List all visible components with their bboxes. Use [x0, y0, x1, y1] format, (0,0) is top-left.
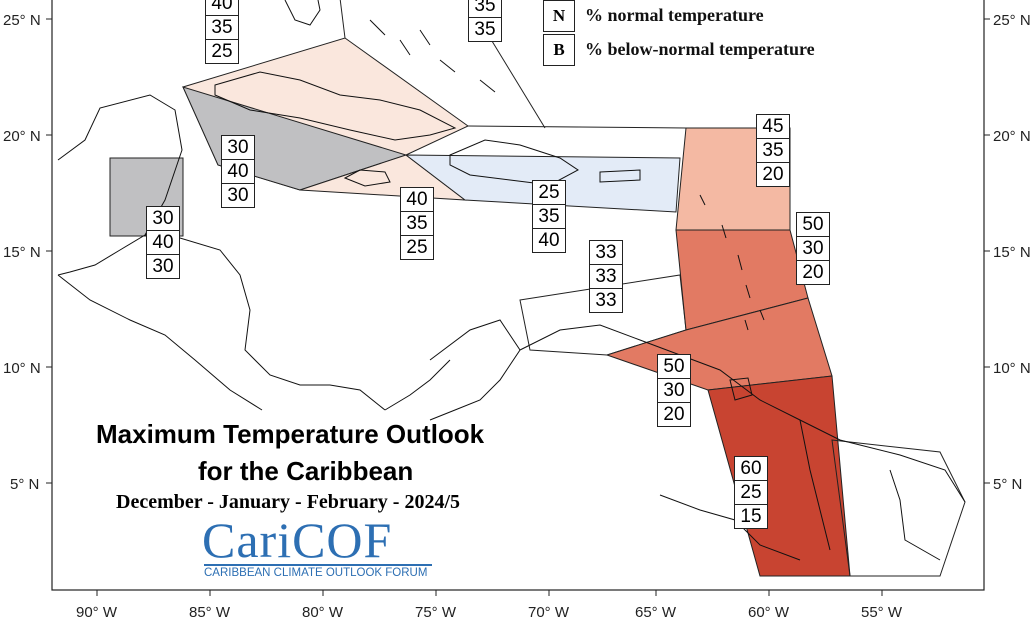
hispaniola-coast — [449, 139, 579, 186]
lon-label: 60° W — [748, 604, 790, 621]
prob-above: 33 — [590, 241, 622, 265]
prob-normal: 30 — [658, 379, 690, 403]
prob-below: 40 — [538, 230, 560, 251]
interior-border-3 — [889, 469, 941, 561]
prob-normal: 33 — [590, 265, 622, 289]
prob-below: 20 — [802, 262, 824, 283]
forecast-box-hispaniola-puerto-rico: 25 35 40 — [532, 180, 566, 253]
jamaica-coast — [343, 169, 391, 187]
lon-label: 65° W — [635, 604, 677, 621]
forecast-box-windward-islands: 50 30 20 — [796, 212, 830, 285]
map-title-line1: Maximum Temperature Outlook — [96, 419, 485, 449]
lat-label-left: 5° N — [10, 476, 39, 493]
yucatan-coast — [57, 94, 183, 276]
prob-above: 40 — [206, 0, 238, 16]
prob-below: 35 — [474, 19, 496, 40]
prob-below: 15 — [740, 506, 762, 527]
central-america-coast — [145, 234, 386, 411]
prob-below: 30 — [227, 185, 249, 206]
prob-above: 60 — [735, 457, 767, 481]
left-latitude-labels: 25° N 20° N 15° N 10° N 5° N — [3, 12, 41, 493]
prob-normal: 35 — [469, 0, 501, 18]
prob-above: 30 — [147, 207, 179, 231]
trinidad-coast — [729, 377, 753, 401]
venezuela-coast — [429, 319, 521, 421]
map-title-line2: for the Caribbean — [198, 456, 414, 486]
colombia-coast — [384, 359, 451, 411]
prob-below: 25 — [406, 237, 428, 258]
lat-label-right: 20° N — [993, 128, 1031, 145]
caricof-logo: CariCOF CARIBBEAN CLIMATE OUTLOOK FORUM — [202, 515, 434, 581]
prob-below: 20 — [762, 164, 784, 185]
legend-key-below: B — [543, 34, 575, 66]
lon-label: 85° W — [189, 604, 231, 621]
forecast-box-trinidad-tobago: 50 30 20 — [657, 354, 691, 427]
prob-below: 25 — [211, 41, 233, 62]
legend-key-normal: N — [543, 0, 575, 32]
forecast-box-bahamas-east: 35 35 — [468, 0, 502, 42]
lat-label-right: 10° N — [993, 360, 1031, 377]
prob-below: 20 — [663, 404, 685, 425]
forecast-box-belize: 30 40 30 — [146, 206, 180, 279]
prob-normal: 35 — [757, 139, 789, 163]
prob-above: 25 — [533, 181, 565, 205]
lat-label-left: 25° N — [3, 12, 41, 29]
caricof-logo-tagline: CARIBBEAN CLIMATE OUTLOOK FORUM — [204, 567, 428, 579]
forecast-box-abc-islands: 33 33 33 — [589, 240, 623, 313]
region-french-guiana-border — [831, 439, 966, 577]
lat-label-right: 25° N — [993, 12, 1031, 29]
prob-normal: 35 — [401, 212, 433, 236]
prob-above: 50 — [797, 213, 829, 237]
lesser-antilles — [699, 194, 765, 331]
right-latitude-labels: 25° N 20° N 15° N 10° N 5° N — [993, 12, 1031, 493]
bahamas-islands — [369, 19, 496, 93]
lon-label: 90° W — [76, 604, 118, 621]
forecast-box-cayman-cuba-west: 30 40 30 — [221, 135, 255, 208]
lon-label: 70° W — [528, 604, 570, 621]
prob-normal: 25 — [735, 481, 767, 505]
lat-label-left: 15° N — [3, 244, 41, 261]
prob-normal: 40 — [147, 231, 179, 255]
prob-normal: 30 — [797, 237, 829, 261]
forecast-box-jamaica: 40 35 25 — [400, 187, 434, 260]
region-bahamas-boundary-2 — [339, 0, 346, 39]
forecast-box-leeward-islands: 45 35 20 — [756, 114, 790, 187]
puerto-rico-coast — [599, 169, 641, 183]
lat-label-right: 15° N — [993, 244, 1031, 261]
prob-above: 50 — [658, 355, 690, 379]
legend-text-below: % below-normal temperature — [585, 39, 815, 59]
lat-label-left: 20° N — [3, 128, 41, 145]
florida-coast — [284, 0, 321, 26]
prob-above: 40 — [401, 188, 433, 212]
lon-label: 55° W — [861, 604, 903, 621]
prob-normal: 35 — [206, 16, 238, 40]
logo-divider — [204, 564, 432, 566]
prob-above: 45 — [757, 115, 789, 139]
prob-above: 30 — [222, 136, 254, 160]
lat-label-right: 5° N — [993, 476, 1022, 493]
prob-below: 33 — [595, 290, 617, 311]
interior-border-2 — [799, 419, 831, 551]
forecast-regions — [109, 0, 966, 577]
map-subtitle: December - January - February - 2024/5 — [116, 491, 461, 513]
lon-label: 80° W — [302, 604, 344, 621]
forecast-box-guianas: 60 25 15 — [734, 456, 768, 529]
south-america-coast — [519, 324, 966, 503]
region-hispaniola-top — [467, 125, 687, 129]
coastlines — [57, 0, 966, 561]
axis-ticks — [46, 18, 990, 596]
legend-text-normal: % normal temperature — [585, 5, 764, 25]
caricof-logo-wordmark: CariCOF — [202, 512, 393, 568]
longitude-labels: 90° W 85° W 80° W 75° W 70° W 65° W 60° … — [76, 604, 903, 621]
pacific-coast — [57, 274, 263, 411]
lon-label: 75° W — [415, 604, 457, 621]
cuba-coast — [214, 71, 457, 141]
map-frame — [51, 0, 985, 591]
lat-label-left: 10° N — [3, 360, 41, 377]
prob-normal: 35 — [533, 205, 565, 229]
prob-below: 30 — [152, 256, 174, 277]
forecast-box-bahamas-north: 40 35 25 — [205, 0, 239, 64]
prob-normal: 40 — [222, 160, 254, 184]
